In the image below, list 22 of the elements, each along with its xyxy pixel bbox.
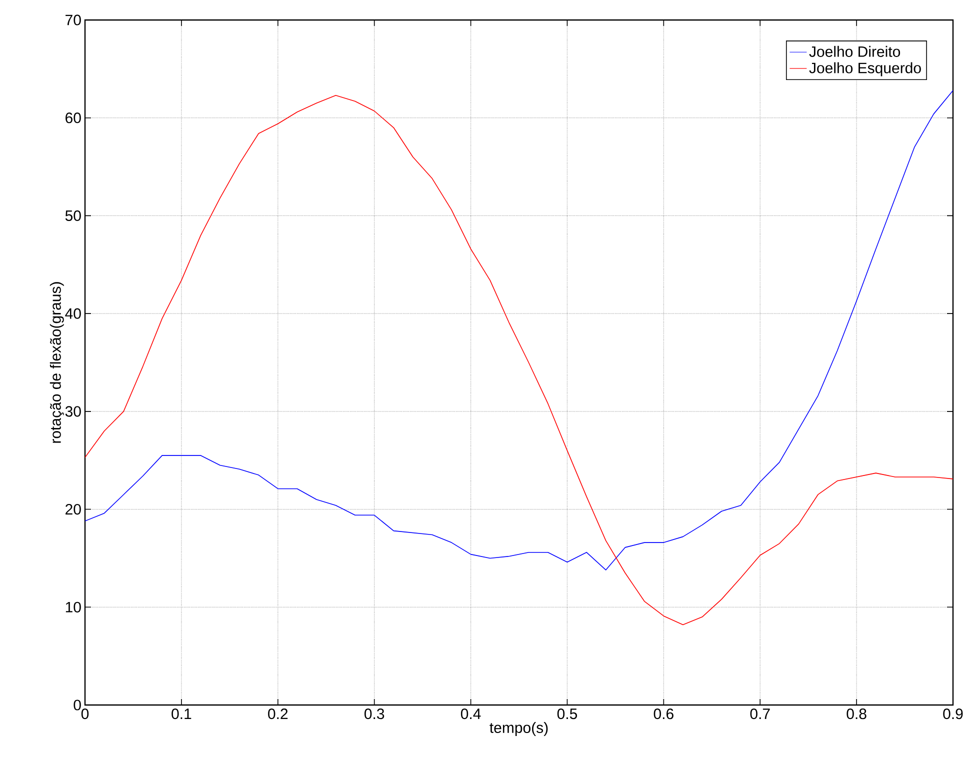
- y-tick-label: 50: [65, 210, 81, 222]
- x-tick-label: 0.9: [943, 708, 963, 720]
- x-tick-label: 0.3: [364, 708, 384, 720]
- y-tick-label: 0: [74, 700, 81, 710]
- x-tick-label: 0.1: [172, 708, 192, 720]
- x-tick-label: 0.2: [268, 708, 288, 720]
- x-tick-label: 0.6: [654, 708, 674, 720]
- y-tick-label: 30: [65, 406, 81, 417]
- x-tick-label: 0.7: [750, 708, 770, 720]
- y-tick-label: 60: [66, 112, 81, 124]
- x-axis-title: tempo(s): [490, 722, 548, 736]
- legend-label: Joelho Direito: [809, 46, 900, 57]
- y-tick-label: 40: [65, 308, 81, 319]
- x-tick-label: 0.4: [460, 708, 481, 720]
- y-tick-label: 70: [66, 14, 81, 26]
- x-tick-label: 0: [81, 708, 89, 720]
- x-tick-label: 0.8: [846, 708, 866, 720]
- y-axis-title: rotação de flexão(graus): [50, 282, 64, 443]
- y-tick-label: 20: [66, 504, 81, 515]
- x-tick-label: 0.5: [557, 708, 578, 720]
- legend-label: Joelho Esquerdo: [809, 62, 921, 76]
- y-tick-label: 10: [66, 602, 81, 612]
